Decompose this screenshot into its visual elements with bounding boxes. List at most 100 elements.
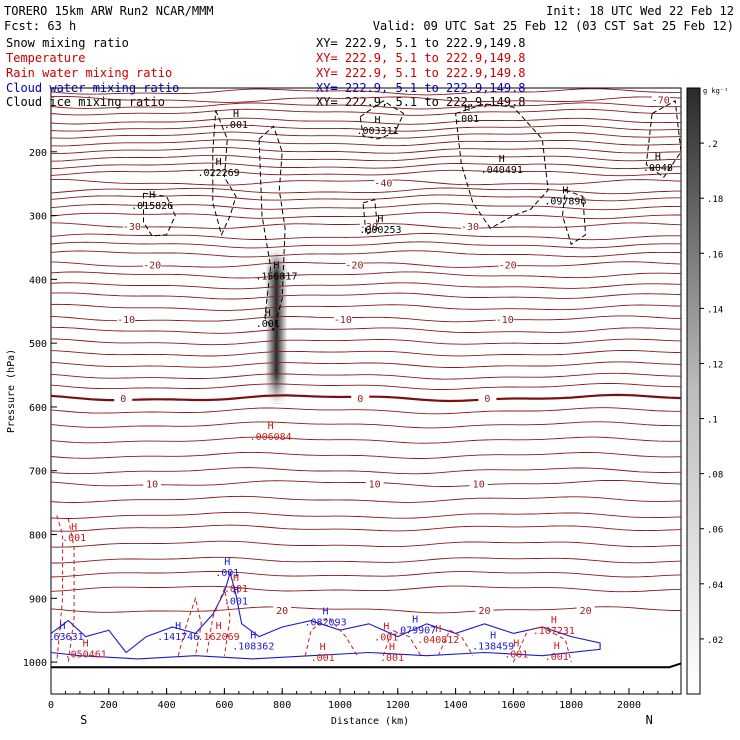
isotherm-label: 0 <box>484 394 490 405</box>
x-tick-label: 2000 <box>617 700 641 711</box>
max-value-label: .001 <box>455 114 479 125</box>
isotherm-line <box>51 495 681 503</box>
isotherm-line <box>51 372 681 380</box>
x-tick-label: 400 <box>158 700 176 711</box>
isotherm-line <box>51 187 681 195</box>
max-value-label: .097896 <box>544 197 586 208</box>
max-marker-h: H <box>383 621 389 632</box>
max-marker-h: H <box>464 103 470 114</box>
y-tick-label: 300 <box>29 212 47 223</box>
x-tick-label: 0 <box>48 700 54 711</box>
isotherm-line <box>51 467 681 475</box>
rain-contour <box>56 515 64 663</box>
init-time: Init: 18 UTC Wed 22 Feb 12 <box>546 4 734 18</box>
rain-contour <box>382 629 422 656</box>
isotherm-label-bg <box>365 478 384 490</box>
isotherm-line <box>51 383 681 390</box>
max-marker-h: H <box>60 621 66 632</box>
x-tick-label: 1200 <box>386 700 410 711</box>
max-value-label: .162069 <box>198 632 240 643</box>
isotherm-label: 10 <box>146 479 158 490</box>
isotherm-line <box>51 250 681 258</box>
max-value-label: .141746 <box>157 632 199 643</box>
isotherm-label: 0 <box>120 394 126 405</box>
cloud-water-contour <box>51 570 601 660</box>
isotherm-label-bg <box>345 259 364 271</box>
max-marker-h: H <box>233 573 239 584</box>
plot-area: -70 -40 -30 -30 -30 -20 -20 -20 -10 -10 -10 0 0 0 10 10… <box>51 88 681 669</box>
isotherm-label: 10 <box>369 479 381 490</box>
isotherm-20 <box>51 606 681 614</box>
legend-label-cloud-ice: Cloud ice mixing ratio <box>6 95 165 109</box>
isotherm--70 <box>51 95 681 103</box>
isotherm-label: 10 <box>473 479 485 490</box>
max-marker-h: H <box>216 621 222 632</box>
x-axis-left-end: S <box>80 713 87 727</box>
isotherm-label-bg <box>359 220 378 232</box>
isotherm-label-bg <box>143 478 162 490</box>
snow-contour <box>362 198 379 236</box>
isotherm-line <box>51 303 681 311</box>
x-tick-label: 1600 <box>501 700 525 711</box>
model-run-title: TORERO 15km ARW Run2 NCAR/MMM <box>4 4 214 18</box>
isotherm-line <box>51 108 681 116</box>
isotherm-label-bg <box>498 259 517 271</box>
isotherm-label: -40 <box>374 178 392 189</box>
isotherm-line <box>51 124 681 132</box>
isotherm-label: -20 <box>345 261 363 272</box>
max-value-label: .156817 <box>255 271 297 282</box>
rain-contour <box>437 629 474 656</box>
isotherm-line <box>51 571 681 578</box>
x-tick-label: 1000 <box>328 700 352 711</box>
isotherm-line <box>51 350 681 357</box>
x-tick-label: 200 <box>100 700 118 711</box>
rain-contour <box>177 596 202 656</box>
isotherm-line <box>51 169 681 177</box>
max-marker-h: H <box>375 115 381 126</box>
isotherm-label-bg <box>122 220 141 232</box>
y-tick-label: 1000 <box>23 658 47 669</box>
isotherm-label: -30 <box>360 222 378 233</box>
header: TORERO 15km ARW Run2 NCAR/MMM Init: 18 U… <box>4 4 734 33</box>
rain-contour <box>206 586 231 656</box>
isotherm-label-bg <box>333 313 352 325</box>
max-marker-h: H <box>551 615 557 626</box>
isotherm-label-bg <box>461 220 480 232</box>
snow-contour <box>645 100 681 179</box>
y-tick-label: 400 <box>29 275 47 286</box>
y-tick-label: 600 <box>29 403 47 414</box>
isotherm-line <box>51 203 681 211</box>
colorbar-gradient <box>686 87 701 695</box>
isotherm-line <box>51 292 681 300</box>
snow-contour <box>359 100 405 140</box>
legend-label-rain: Rain water mixing ratio <box>6 66 172 80</box>
max-value-label: .015826 <box>131 201 173 212</box>
isotherm-line <box>51 585 681 593</box>
x-axis-label: Distance (km) <box>331 716 409 727</box>
max-marker-h: H <box>499 154 505 165</box>
colorbar-tick-label: .04 <box>707 581 723 591</box>
max-value-label: .001 <box>504 650 528 661</box>
isotherm-line <box>51 271 681 279</box>
max-value-label: .003311 <box>356 126 398 137</box>
isotherm-label: 0 <box>357 394 363 405</box>
max-value-label: .108362 <box>232 641 274 652</box>
max-marker-h: H <box>233 109 239 120</box>
isotherm-label-bg <box>273 604 292 616</box>
max-marker-h: H <box>562 186 568 197</box>
isotherm-line <box>51 88 681 96</box>
max-marker-h: H <box>233 586 239 597</box>
y-tick-label: 500 <box>29 339 47 350</box>
max-value-label: .000253 <box>359 225 401 236</box>
isotherm-line <box>51 139 681 147</box>
isotherm-label: 20 <box>478 606 490 617</box>
max-value-label: .001 <box>224 597 248 608</box>
max-marker-h: H <box>490 630 496 641</box>
isotherm-line <box>51 436 681 444</box>
isotherm-label: -10 <box>496 315 514 326</box>
isotherm-line <box>51 451 681 459</box>
isotherm-line <box>51 117 681 125</box>
colorbar-tick-label: .08 <box>707 471 723 481</box>
forecast-hour: Fcst: 63 h <box>4 19 76 33</box>
